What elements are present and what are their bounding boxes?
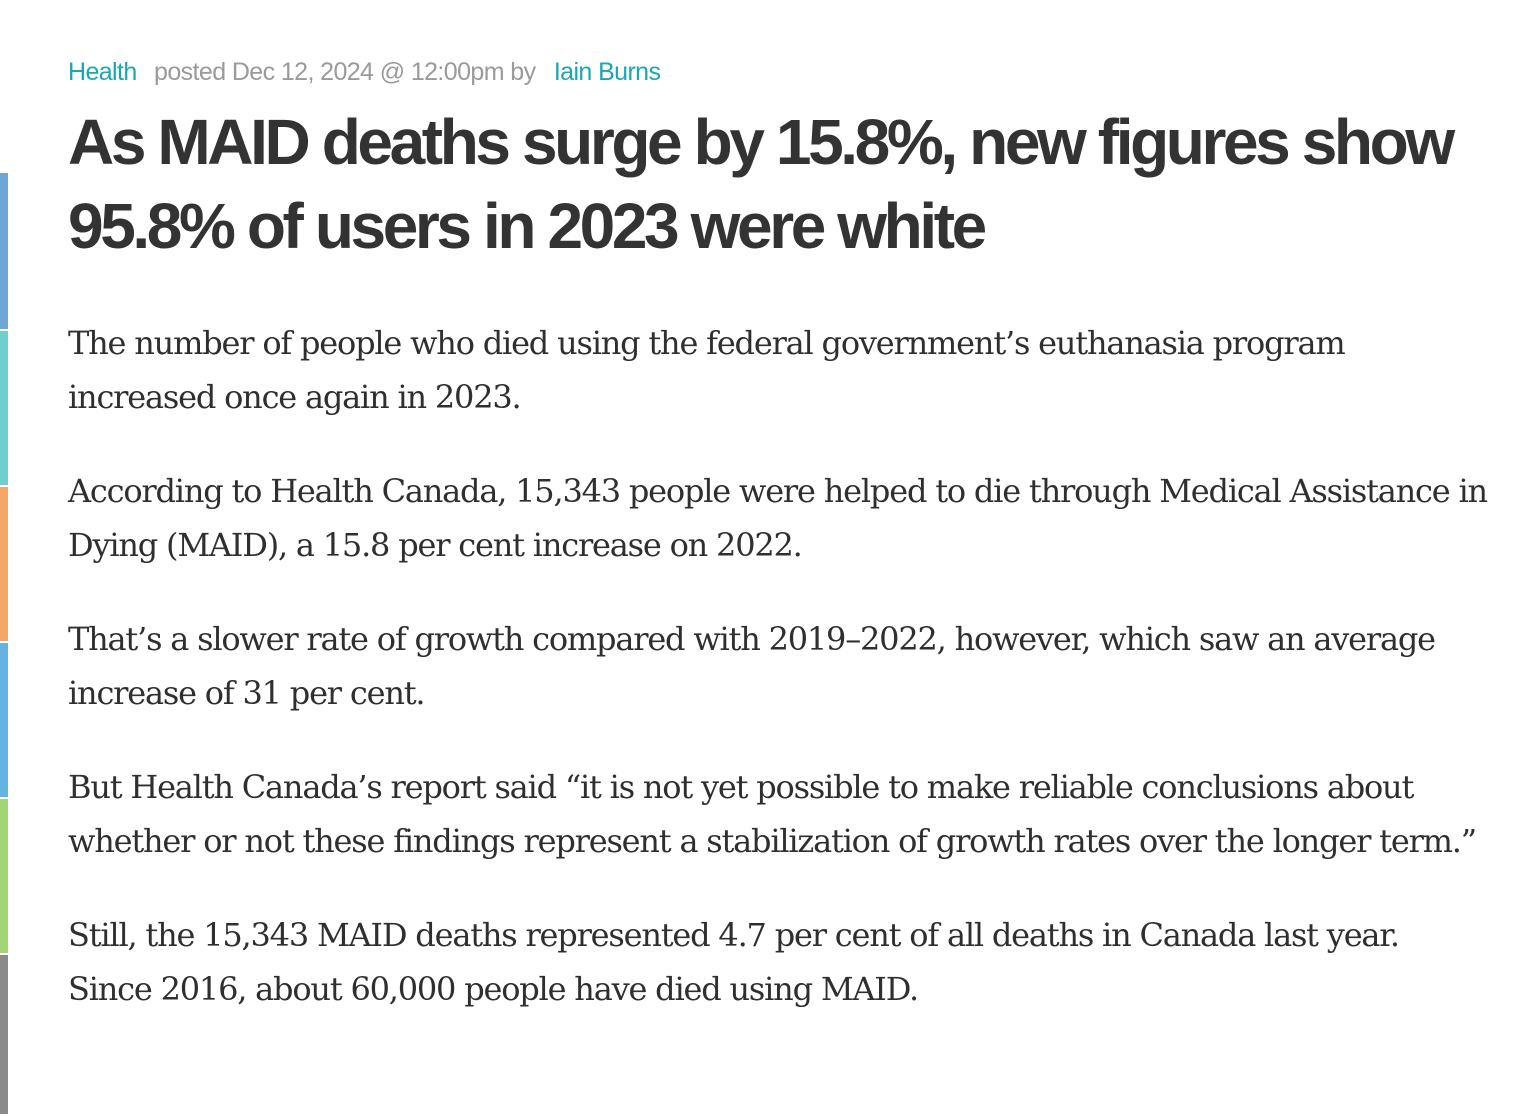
side-strip-segment-green bbox=[0, 799, 8, 955]
body-paragraph: But Health Canada’s report said “it is n… bbox=[68, 768, 1477, 860]
side-strip-segment-orange bbox=[0, 487, 8, 643]
posted-date: posted Dec 12, 2024 @ 12:00pm by bbox=[154, 58, 536, 86]
author-link[interactable]: Iain Burns bbox=[553, 58, 661, 86]
body-paragraph: According to Health Canada, 15,343 peopl… bbox=[68, 472, 1488, 564]
body-paragraph: Still, the 15,343 MAID deaths represente… bbox=[68, 916, 1400, 1008]
side-strip-segment-blue bbox=[0, 173, 8, 331]
article-meta: Health posted Dec 12, 2024 @ 12:00pm by … bbox=[68, 52, 1488, 92]
side-color-strip bbox=[0, 173, 8, 1116]
article: Health posted Dec 12, 2024 @ 12:00pm by … bbox=[68, 52, 1488, 1056]
body-paragraph: The number of people who died using the … bbox=[68, 324, 1346, 416]
side-strip-segment-sky bbox=[0, 643, 8, 799]
article-headline: As MAID deaths surge by 15.8%, new figur… bbox=[68, 106, 1455, 262]
article-body: The number of people who died using the … bbox=[68, 316, 1488, 1016]
side-strip-segment-teal bbox=[0, 331, 8, 487]
category-link[interactable]: Health bbox=[68, 58, 137, 86]
body-paragraph: That’s a slower rate of growth compared … bbox=[68, 620, 1436, 712]
side-strip-segment-gray bbox=[0, 955, 8, 1116]
